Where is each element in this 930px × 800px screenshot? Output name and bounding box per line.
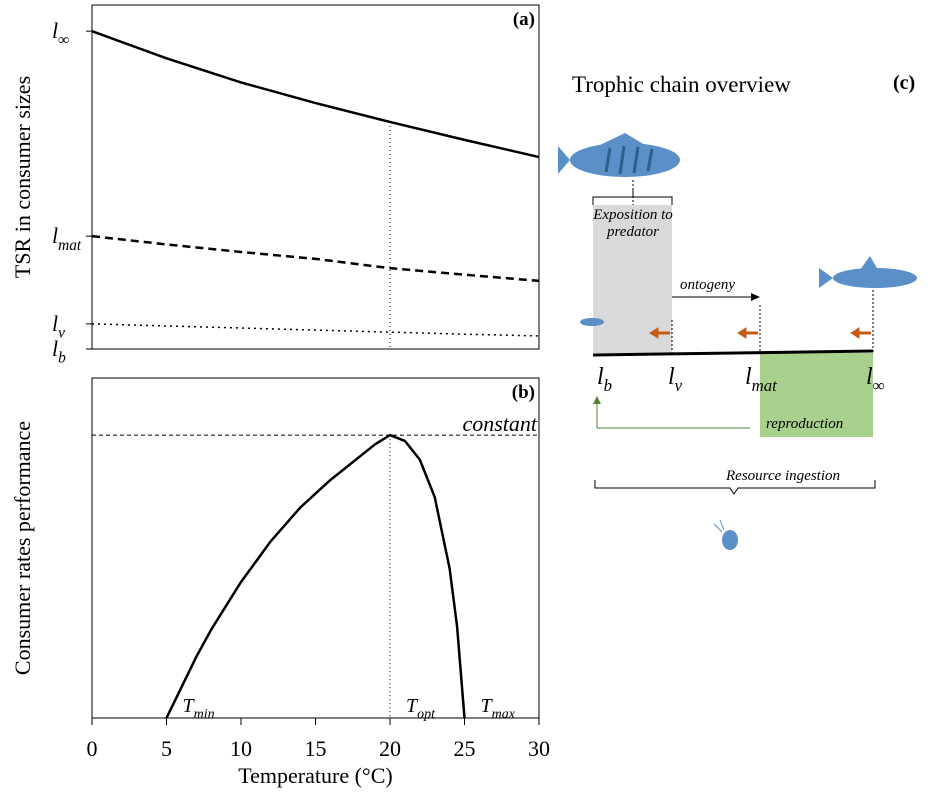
arrow-head <box>593 396 601 404</box>
constant-label: constant <box>462 411 537 436</box>
line-series <box>91 234 540 283</box>
x-tick-label: 10 <box>230 736 252 761</box>
reproduction-box <box>760 353 873 437</box>
panel-label: (c) <box>893 72 916 94</box>
size-label: l∞ <box>866 364 885 395</box>
line-series <box>165 433 466 719</box>
shrink-arrows <box>649 327 871 339</box>
panel-label: (b) <box>512 382 535 403</box>
x-tick-label: 25 <box>454 736 476 761</box>
plot-frame <box>91 4 540 350</box>
x-tick-label: 20 <box>379 736 401 761</box>
diagram-title: Trophic chain overview <box>572 72 791 97</box>
y-tick-label: lb <box>52 336 66 367</box>
annotation: Tmin <box>183 695 215 722</box>
y-axis-title: Consumer rates performance <box>10 421 35 675</box>
fish-stripes <box>604 145 654 175</box>
y-axis-title: TSR in consumer sizes <box>10 76 35 278</box>
size-markers <box>632 180 874 353</box>
line-series <box>91 29 540 159</box>
line-series <box>91 323 540 337</box>
annotation: Tmax <box>481 695 516 722</box>
y-tick-label: lmat <box>52 223 82 254</box>
reproduction-arrow <box>596 402 750 429</box>
brace <box>594 480 876 495</box>
y-tick-label: lv <box>52 311 65 342</box>
reproduction-label: reproduction <box>766 416 844 432</box>
predation-box <box>593 205 672 353</box>
size-label: lb <box>597 364 612 395</box>
panel-label: (a) <box>513 9 535 30</box>
predation-label: Exposition to predator <box>593 207 673 240</box>
size-label: lmat <box>745 364 777 395</box>
x-tick-label: 5 <box>161 736 172 761</box>
y-tick-label: l∞ <box>52 18 69 49</box>
ontogeny-label: ontogeny <box>680 277 735 293</box>
x-tick-label: 30 <box>528 736 550 761</box>
arrow-head <box>751 293 760 301</box>
resource-label: Resource ingestion <box>726 468 841 484</box>
size-label: lv <box>668 364 683 395</box>
annotation: Topt <box>406 695 436 722</box>
size-axis <box>592 349 874 357</box>
x-tick-label: 15 <box>305 736 327 761</box>
x-tick-label: 0 <box>87 736 98 761</box>
x-axis-title: Temperature (°C) <box>238 763 392 788</box>
